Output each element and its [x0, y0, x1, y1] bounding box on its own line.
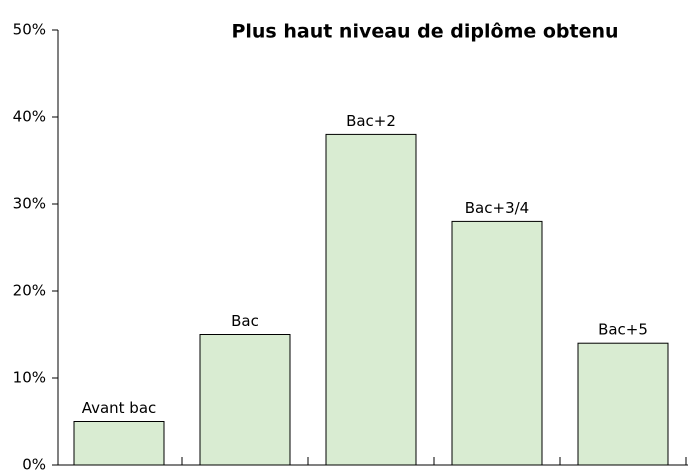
- y-tick-label: 50%: [13, 21, 46, 39]
- bar: [199, 334, 291, 466]
- bar-label: Bac+2: [346, 112, 396, 130]
- chart-title: Plus haut niveau de diplôme obtenu: [231, 21, 618, 43]
- bar: [325, 133, 417, 466]
- y-tick-label: 30%: [13, 195, 46, 213]
- bar-label: Bac+3/4: [465, 199, 529, 217]
- bar-label: Bac+5: [598, 321, 648, 339]
- bar: [577, 342, 669, 466]
- y-tick-label: 0%: [22, 456, 46, 473]
- bar: [73, 421, 165, 466]
- y-tick-label: 10%: [13, 369, 46, 387]
- y-tick-label: 40%: [13, 108, 46, 126]
- bar-label: Avant bac: [82, 399, 157, 417]
- bar: [451, 220, 543, 466]
- bar-label: Bac: [231, 312, 259, 330]
- y-tick-label: 20%: [13, 282, 46, 300]
